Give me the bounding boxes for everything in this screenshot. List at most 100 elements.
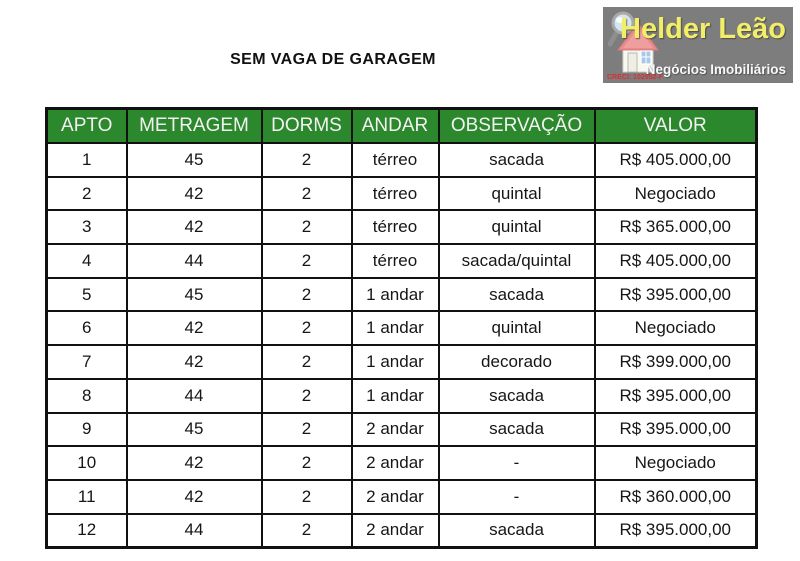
table-cell: 12 [45,512,128,549]
table-cell: quintal [437,175,596,212]
table-row: 7 42 2 1 andar decorado R$ 399.000,00 [45,344,758,380]
table-cell: 44 [125,512,263,549]
table-cell: - [437,478,596,515]
table-row: 2 42 2 térreo quintal Negociado [45,175,758,212]
table-cell: 6 [45,310,128,347]
table-cell: sacada [437,276,596,313]
table-cell: 42 [125,310,263,347]
table-cell: 44 [125,243,263,279]
table-cell: 45 [125,411,263,448]
table-cell: 2 [260,209,353,246]
brand-name: Helder Leão [620,13,786,45]
table-cell: 8 [45,377,128,414]
table-cell: 5 [45,276,128,313]
table-row: 6 42 2 1 andar quintal Negociado [45,310,758,347]
table-cell: 4 [45,243,128,279]
table-cell: 3 [45,209,128,246]
table-cell: R$ 365.000,00 [593,209,758,246]
table-header-row: APTO METRAGEM DORMS ANDAR OBSERVAÇÃO VALOR [45,107,758,144]
table-cell: 11 [45,478,128,515]
table-cell: 2 [260,478,353,515]
table-cell: 2 andar [350,411,440,448]
page-title: SEM VAGA DE GARAGEM [230,51,436,68]
table-cell: R$ 405.000,00 [593,142,758,178]
table-cell: Negociado [593,310,758,347]
table-cell: sacada [437,512,596,549]
table-cell: 42 [125,478,263,515]
table-cell: 7 [45,344,128,380]
table-cell: R$ 399.000,00 [593,344,758,380]
column-header: ANDAR [350,107,440,144]
table-row: 1 45 2 térreo sacada R$ 405.000,00 [45,142,758,178]
table-row: 10 42 2 2 andar - Negociado [45,445,758,481]
table-cell: 2 [260,142,353,178]
table-cell: 42 [125,175,263,212]
table-cell: 2 andar [350,478,440,515]
table-row: 3 42 2 térreo quintal R$ 365.000,00 [45,209,758,246]
table-cell: R$ 395.000,00 [593,377,758,414]
table-cell: térreo [350,142,440,178]
table-row: 9 45 2 2 andar sacada R$ 395.000,00 [45,411,758,448]
brand-logo: Helder Leão Negócios Imobiliários CRECI:… [603,7,793,83]
column-header: METRAGEM [125,107,263,144]
table-cell: R$ 405.000,00 [593,243,758,279]
table-cell: 1 andar [350,344,440,380]
table-cell: 2 andar [350,512,440,549]
table-cell: 2 [260,445,353,481]
table-cell: 2 [260,411,353,448]
table-cell: R$ 360.000,00 [593,478,758,515]
table-row: 8 44 2 1 andar sacada R$ 395.000,00 [45,377,758,414]
column-header: APTO [45,107,128,144]
table-cell: R$ 395.000,00 [593,276,758,313]
table-cell: Negociado [593,445,758,481]
table-cell: 2 [45,175,128,212]
table-cell: 45 [125,142,263,178]
table-row: 11 42 2 2 andar - R$ 360.000,00 [45,478,758,515]
column-header: OBSERVAÇÃO [437,107,596,144]
table-cell: 2 [260,310,353,347]
table-cell: 1 andar [350,276,440,313]
table-cell: quintal [437,310,596,347]
table-cell: 2 [260,344,353,380]
table-cell: 42 [125,445,263,481]
table-cell: R$ 395.000,00 [593,512,758,549]
table-cell: sacada [437,377,596,414]
table-cell: térreo [350,243,440,279]
table-cell: 2 [260,276,353,313]
brand-creci-number: CRECI: 102952-F [607,74,664,81]
table-cell: 1 andar [350,310,440,347]
table-cell: 1 andar [350,377,440,414]
table-cell: 10 [45,445,128,481]
table-cell: sacada/quintal [437,243,596,279]
table-cell: sacada [437,142,596,178]
table-cell: 2 [260,512,353,549]
table-cell: quintal [437,209,596,246]
table-cell: 45 [125,276,263,313]
table-cell: 1 [45,142,128,178]
table-cell: Negociado [593,175,758,212]
table-body: 1 45 2 térreo sacada R$ 405.000,00 2 42 2 térreo q… [45,142,758,549]
table-row: 12 44 2 2 andar sacada R$ 395.000,00 [45,512,758,549]
table-cell: 44 [125,377,263,414]
table-cell: 2 [260,243,353,279]
table-cell: 2 [260,377,353,414]
table-cell: sacada [437,411,596,448]
table-cell: 9 [45,411,128,448]
brand-tagline: Negócios Imobiliários [645,62,786,77]
house-magnifier-icon [608,11,659,73]
table-cell: 2 andar [350,445,440,481]
column-header: DORMS [260,107,353,144]
column-header: VALOR [593,107,758,144]
table-row: 5 45 2 1 andar sacada R$ 395.000,00 [45,276,758,313]
table-cell: - [437,445,596,481]
table-cell: 42 [125,344,263,380]
table-cell: 42 [125,209,263,246]
table-cell: R$ 395.000,00 [593,411,758,448]
table-cell: térreo [350,209,440,246]
table-cell: decorado [437,344,596,380]
table-cell: 2 [260,175,353,212]
table-row: 4 44 2 térreo sacada/quintal R$ 405.000,00 [45,243,758,279]
table-cell: térreo [350,175,440,212]
